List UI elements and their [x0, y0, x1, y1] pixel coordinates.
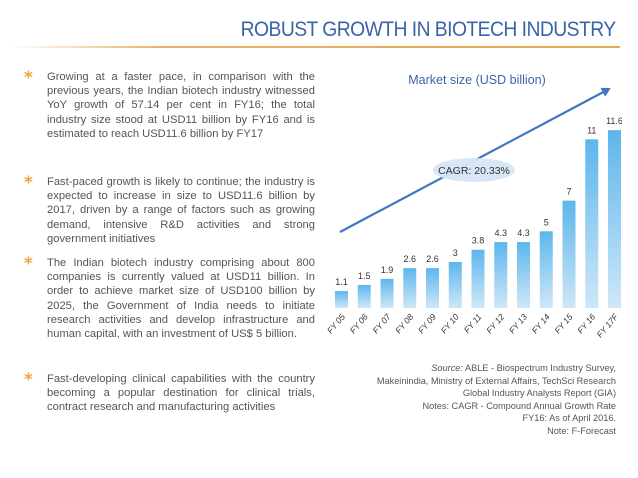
- data-label: 5: [544, 217, 549, 227]
- chart-title: Market size (USD billion): [408, 73, 546, 87]
- data-label: 11: [587, 125, 596, 135]
- bar-fy07: [380, 278, 394, 308]
- x-tick-label: FY 11: [462, 312, 484, 335]
- cagr-callout: CAGR: 20.33%: [433, 158, 515, 182]
- data-label: 3: [453, 248, 458, 258]
- source-line: Note: F-Forecast: [547, 425, 616, 436]
- bullet-text: Fast-developing clinical capabilities wi…: [47, 373, 315, 414]
- source-label: Source:: [431, 363, 463, 373]
- data-label: 3.8: [472, 236, 485, 246]
- bar-fy16: [585, 139, 599, 308]
- x-tick-label: FY 08: [393, 312, 415, 336]
- bar-fy15: [562, 200, 576, 308]
- bar-fy05: [335, 291, 348, 308]
- cagr-annotation: CAGR: 20.33%: [438, 165, 510, 177]
- bar-fy10: [448, 262, 462, 308]
- bar-fy17f: [608, 130, 621, 308]
- x-axis-tick-labels: FY 05 FY 06 FY 07 FY 08 FY 09 FY 10 FY 11 FY 12…: [325, 311, 621, 339]
- data-label: 1.9: [381, 265, 394, 275]
- asterisk-bullet-icon: *: [24, 370, 33, 390]
- source-line: Notes: CAGR - Compound Annual Growth Rat…: [422, 400, 616, 411]
- x-tick-label: FY 12: [484, 312, 506, 336]
- x-tick-label: FY 10: [439, 312, 461, 336]
- bar-fy13: [517, 242, 530, 308]
- x-tick-label: FY 13: [507, 312, 529, 336]
- asterisk-bullet-icon: *: [24, 173, 33, 193]
- data-label: 1.1: [335, 277, 348, 287]
- data-label: 1.5: [358, 271, 371, 281]
- x-tick-label: FY 14: [530, 312, 552, 336]
- data-label: 4.3: [494, 228, 507, 238]
- title-divider: [10, 46, 620, 48]
- x-tick-label: FY 05: [325, 312, 347, 336]
- page-title: ROBUST GROWTH IN BIOTECH INDUSTRY: [240, 18, 617, 41]
- x-tick-label: FY 16: [575, 312, 597, 336]
- bar-fy09: [426, 268, 439, 308]
- bullet-text: Fast-paced growth is likely to continue;…: [47, 176, 315, 245]
- bar-fy11: [471, 249, 485, 308]
- x-tick-label: FY 07: [370, 312, 392, 336]
- bar-fy08: [403, 268, 417, 308]
- source-line: FY16: As of April 2016.: [522, 413, 616, 424]
- data-label: 11.6: [606, 116, 622, 126]
- data-labels: 1.1 1.5 1.9 2.6 2.6 3 3.8 4.3 4.3 5 7 11 11.6: [335, 116, 622, 287]
- asterisk-bullet-icon: *: [24, 254, 33, 274]
- bullet-text: The Indian biotech industry comprising a…: [47, 257, 315, 341]
- source-line: Makeinindia, Ministry of External Affair…: [376, 375, 616, 386]
- bar-fy14: [539, 231, 553, 308]
- data-label: 2.6: [403, 254, 416, 264]
- asterisk-bullet-icon: *: [24, 68, 33, 88]
- market-size-chart: Market size (USD billion) 1.1 1.5 1.9 2.6 2.…: [325, 73, 622, 340]
- bar-fy06: [357, 285, 371, 308]
- x-tick-label: FY 09: [416, 312, 438, 336]
- data-label: 4.3: [517, 228, 530, 238]
- bullet-text: Growing at a faster pace, in comparison …: [47, 71, 315, 140]
- source-line: Source: ABLE - Biospectrum Industry Surv…: [316, 362, 616, 375]
- x-tick-label: FY 17F: [595, 311, 621, 339]
- source-text: ABLE - Biospectrum Industry Survey,: [465, 363, 616, 373]
- data-label: 2.6: [426, 254, 439, 264]
- x-tick-label: FY 15: [552, 312, 574, 336]
- source-notes: Source: ABLE - Biospectrum Industry Surv…: [316, 362, 616, 438]
- bar-fy12: [494, 242, 508, 308]
- bar-series: [335, 130, 621, 308]
- source-line: Global Industry Analysts Report (GIA): [462, 388, 616, 399]
- data-label: 7: [566, 187, 571, 197]
- x-tick-label: FY 06: [348, 312, 370, 336]
